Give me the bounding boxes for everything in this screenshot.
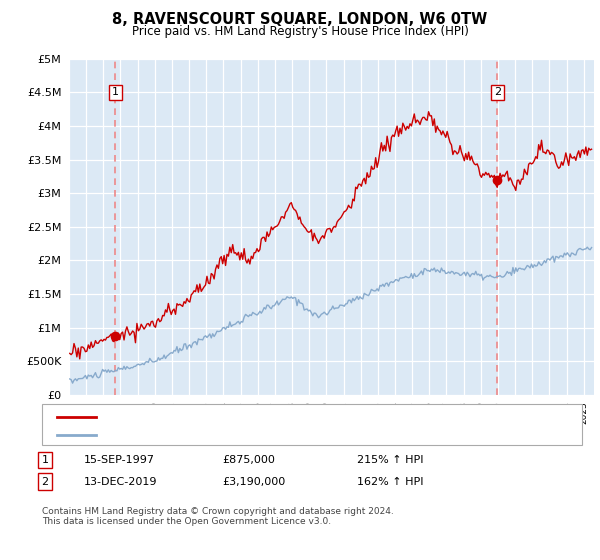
- Text: 15-SEP-1997: 15-SEP-1997: [84, 455, 155, 465]
- Text: 2: 2: [494, 87, 501, 97]
- Text: Contains HM Land Registry data © Crown copyright and database right 2024.
This d: Contains HM Land Registry data © Crown c…: [42, 507, 394, 526]
- Text: HPI: Average price, detached house, Hammersmith and Fulham: HPI: Average price, detached house, Hamm…: [103, 430, 434, 440]
- Text: 1: 1: [112, 87, 119, 97]
- Text: £3,190,000: £3,190,000: [222, 477, 285, 487]
- Text: Price paid vs. HM Land Registry's House Price Index (HPI): Price paid vs. HM Land Registry's House …: [131, 25, 469, 38]
- Text: 162% ↑ HPI: 162% ↑ HPI: [357, 477, 424, 487]
- Text: 2: 2: [41, 477, 49, 487]
- Text: 8, RAVENSCOURT SQUARE, LONDON, W6 0TW: 8, RAVENSCOURT SQUARE, LONDON, W6 0TW: [112, 12, 488, 27]
- Text: 1: 1: [41, 455, 49, 465]
- Text: 215% ↑ HPI: 215% ↑ HPI: [357, 455, 424, 465]
- Text: 8, RAVENSCOURT SQUARE, LONDON, W6 0TW (detached house): 8, RAVENSCOURT SQUARE, LONDON, W6 0TW (d…: [103, 412, 436, 422]
- Text: £875,000: £875,000: [222, 455, 275, 465]
- Text: 13-DEC-2019: 13-DEC-2019: [84, 477, 157, 487]
